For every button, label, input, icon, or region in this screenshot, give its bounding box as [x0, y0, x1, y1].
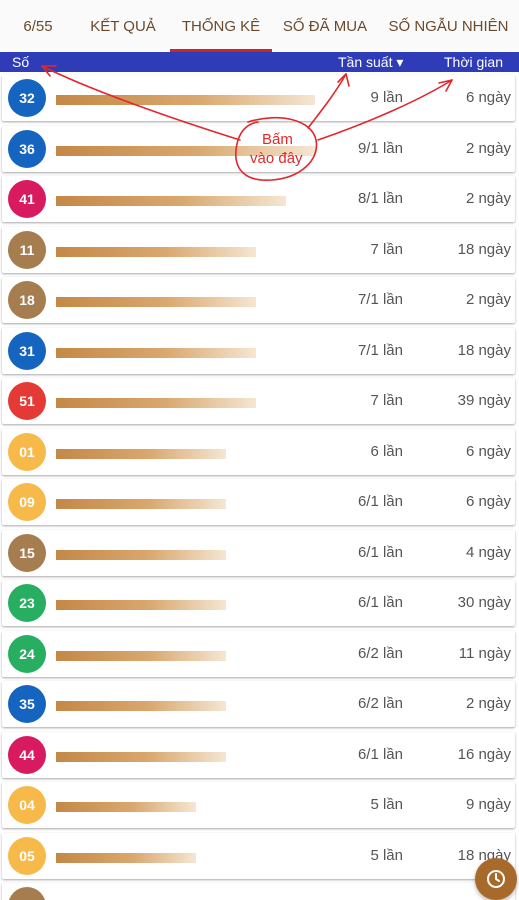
frequency-bar	[56, 499, 226, 509]
days-since-value: 30 ngày	[457, 594, 511, 611]
days-since-value: 2 ngày	[465, 695, 511, 712]
history-button[interactable]	[475, 858, 517, 900]
frequency-value: 6/1 lần	[357, 493, 403, 510]
frequency-value: 9 lần	[370, 89, 403, 106]
days-since-value: 6 ngày	[465, 442, 511, 460]
number-ball: 41	[8, 180, 46, 218]
frequency-bar	[56, 448, 226, 459]
number-ball: 18	[8, 281, 46, 319]
days-since-value: 2 ngày	[465, 291, 511, 308]
frequency-bar	[56, 600, 226, 610]
list-item[interactable]: 18 7/1 lần 2 ngày	[2, 277, 515, 323]
frequency-value: 7/1 lần	[357, 341, 403, 359]
days-since-value: 16 ngày	[457, 745, 511, 763]
list-item[interactable]: 32 9 lần 6 ngày	[2, 75, 515, 121]
tab-ket-qua[interactable]: KẾT QUẢ	[90, 17, 156, 35]
number-ball: 11	[8, 230, 46, 269]
days-since-value: 4 ngày	[465, 543, 511, 561]
sort-by-number[interactable]: Số	[12, 54, 30, 70]
frequency-value: 9/1 lần	[357, 139, 403, 157]
frequency-value: 8/1 lần	[357, 190, 403, 207]
frequency-value: 5 lần	[370, 846, 403, 864]
number-ball: 24	[8, 634, 46, 673]
list-item[interactable]: 35 6/2 lần 2 ngày	[2, 681, 515, 727]
days-since-value: 2 ngày	[465, 139, 511, 157]
days-since-value: 9 ngày	[465, 796, 511, 813]
list-item[interactable]	[2, 883, 515, 900]
list-item[interactable]: 36 9/1 lần 2 ngày	[2, 125, 515, 172]
list-item[interactable]: 15 6/1 lần 4 ngày	[2, 529, 515, 576]
list-item[interactable]: 44 6/1 lần 16 ngày	[2, 731, 515, 778]
tab-6-55[interactable]: 6/55	[23, 17, 53, 35]
number-ball: 35	[8, 685, 46, 723]
frequency-value: 6/2 lần	[357, 644, 403, 662]
number-ball: 36	[8, 129, 46, 168]
clock-icon	[487, 870, 505, 888]
sort-by-time[interactable]: Thời gian	[444, 54, 503, 70]
number-ball: 01	[8, 432, 46, 471]
frequency-bar	[56, 246, 256, 257]
number-ball: 31	[8, 331, 46, 370]
frequency-value: 7/1 lần	[357, 291, 403, 308]
days-since-value: 18 ngày	[457, 341, 511, 359]
statistics-list: 32 9 lần 6 ngày 36 9/1 lần 2 ngày 41 8/1 lần 2 n…	[0, 72, 519, 900]
frequency-bar	[56, 196, 286, 206]
days-since-value: 18 ngày	[457, 240, 511, 258]
frequency-bar	[56, 297, 256, 307]
list-item[interactable]: 01 6 lần 6 ngày	[2, 428, 515, 475]
tab-bar: 6/55 KẾT QUẢ THỐNG KÊ SỐ ĐÃ MUA SỐ NGẪU …	[0, 0, 519, 52]
number-ball: 51	[8, 382, 46, 420]
sort-by-frequency[interactable]: Tần suất ▾	[338, 54, 404, 70]
list-item[interactable]: 23 6/1 lần 30 ngày	[2, 580, 515, 626]
number-ball: 44	[8, 735, 46, 774]
frequency-bar	[56, 145, 315, 156]
list-item[interactable]: 24 6/2 lần 11 ngày	[2, 630, 515, 677]
frequency-bar	[56, 347, 256, 358]
frequency-value: 6/1 lần	[357, 543, 403, 561]
days-since-value: 6 ngày	[465, 493, 511, 510]
list-item[interactable]: 04 5 lần 9 ngày	[2, 782, 515, 828]
tab-so-ngau-nhien[interactable]: SỐ NGẪU NHIÊN	[388, 17, 509, 35]
list-item[interactable]: 31 7/1 lần 18 ngày	[2, 327, 515, 374]
frequency-bar	[56, 650, 226, 661]
list-item[interactable]: 41 8/1 lần 2 ngày	[2, 176, 515, 222]
days-since-value: 11 ngày	[458, 644, 511, 662]
frequency-value: 7 lần	[370, 392, 403, 409]
frequency-value: 7 lần	[370, 240, 403, 258]
frequency-bar	[56, 95, 315, 105]
frequency-bar	[56, 751, 226, 762]
list-item[interactable]: 51 7 lần 39 ngày	[2, 378, 515, 424]
number-ball: 04	[8, 786, 46, 824]
frequency-value: 6/2 lần	[357, 695, 403, 712]
list-item[interactable]: 11 7 lần 18 ngày	[2, 226, 515, 273]
frequency-bar	[56, 852, 196, 863]
column-header: Số Tần suất ▾ Thời gian	[0, 52, 519, 72]
days-since-value: 2 ngày	[465, 190, 511, 207]
list-item[interactable]: 05 5 lần 18 ngày	[2, 832, 515, 879]
frequency-bar	[56, 802, 196, 812]
tab-so-da-mua[interactable]: SỐ ĐÃ MUA	[282, 17, 368, 35]
frequency-bar	[56, 398, 256, 408]
number-ball: 32	[8, 79, 46, 117]
frequency-value: 5 lần	[370, 796, 403, 813]
list-item[interactable]: 09 6/1 lần 6 ngày	[2, 479, 515, 525]
tab-thong-ke[interactable]: THỐNG KÊ	[170, 0, 272, 52]
frequency-value: 6 lần	[370, 442, 403, 460]
number-ball	[8, 887, 46, 900]
number-ball: 15	[8, 533, 46, 572]
frequency-bar	[56, 549, 226, 560]
days-since-value: 6 ngày	[465, 89, 511, 106]
frequency-value: 6/1 lần	[357, 745, 403, 763]
frequency-value: 6/1 lần	[357, 594, 403, 611]
days-since-value: 39 ngày	[457, 392, 511, 409]
frequency-bar	[56, 701, 226, 711]
number-ball: 09	[8, 483, 46, 521]
number-ball: 23	[8, 584, 46, 622]
number-ball: 05	[8, 836, 46, 875]
